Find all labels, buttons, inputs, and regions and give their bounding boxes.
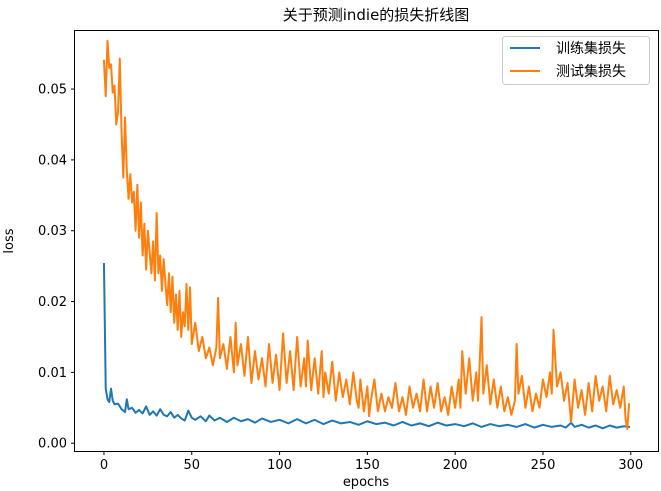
series-line-test — [102, 39, 631, 431]
y-axis: 0.00 0.01 0.02 0.03 0.04 0.05 — [38, 83, 75, 452]
legend: 训练集损失 测试集损失 — [502, 36, 650, 85]
y-tick-label: 0.01 — [38, 366, 67, 381]
series-line-train — [102, 263, 631, 430]
y-tick-label: 0.02 — [38, 295, 67, 310]
y-tick-label: 0.00 — [38, 437, 67, 452]
x-tick-label: 200 — [443, 458, 468, 473]
chart-title: 关于预测indie的损失折线图 — [283, 6, 470, 24]
x-tick-label: 300 — [618, 458, 643, 473]
plot-area — [74, 30, 659, 452]
x-tick-label: 250 — [531, 458, 556, 473]
legend-label-test: 测试集损失 — [556, 63, 626, 80]
plot-frame — [74, 30, 659, 452]
x-tick-label: 150 — [355, 458, 380, 473]
x-axis-label: epochs — [343, 475, 390, 490]
x-axis: 0 50 100 150 200 250 300 — [100, 451, 643, 473]
x-tick-label: 0 — [100, 458, 108, 473]
y-tick-label: 0.03 — [38, 224, 67, 239]
y-tick-label: 0.04 — [38, 153, 67, 168]
y-axis-label: loss — [2, 228, 17, 253]
x-tick-label: 100 — [267, 458, 292, 473]
y-tick-label: 0.05 — [38, 83, 67, 98]
legend-label-train: 训练集损失 — [556, 40, 626, 57]
x-tick-label: 50 — [184, 458, 201, 473]
